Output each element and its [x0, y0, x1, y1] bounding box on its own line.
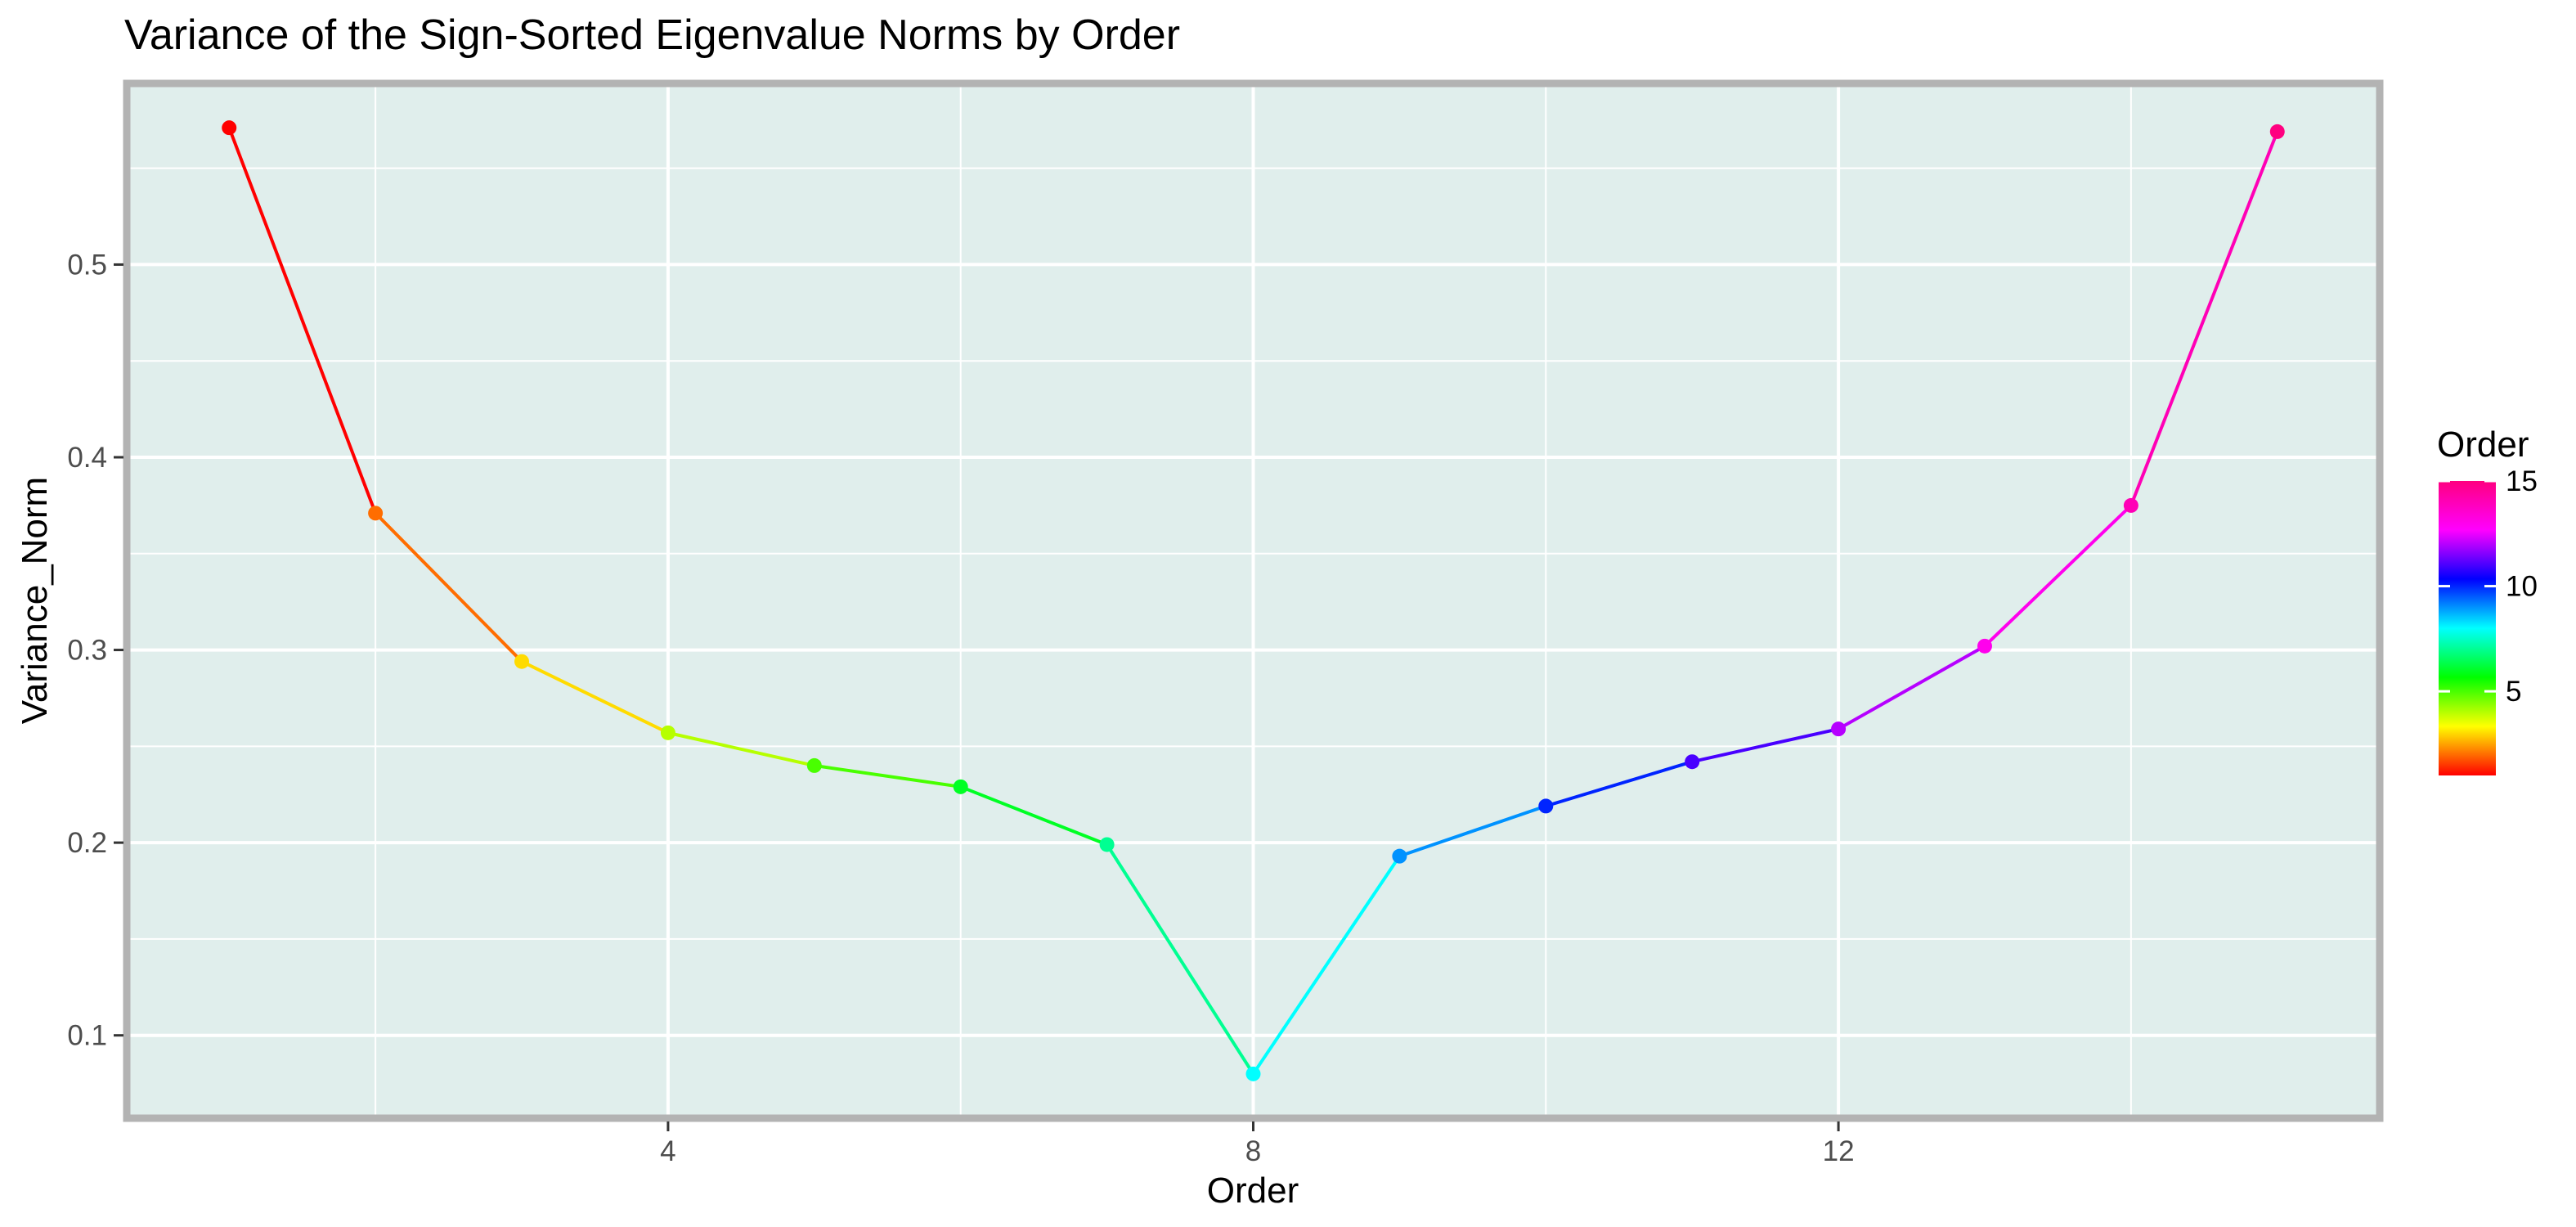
legend-colorbar — [2439, 481, 2496, 775]
data-point — [1977, 638, 1992, 654]
series-points — [222, 120, 2285, 1081]
line-segment — [374, 511, 524, 663]
line-segment — [1690, 727, 1841, 764]
data-point — [1831, 721, 1847, 737]
line-segment — [1105, 843, 1255, 1076]
plot-panel — [123, 79, 2384, 1122]
y-axis-title: Variance_Norm — [15, 477, 55, 724]
line-segment — [958, 784, 1109, 847]
data-point — [806, 757, 822, 773]
data-point — [1685, 754, 1700, 770]
data-point — [514, 654, 530, 669]
x-axis-title: Order — [1207, 1171, 1299, 1211]
y-tick-label: 0.4 — [67, 442, 107, 474]
line-segment — [1251, 854, 1402, 1076]
data-point — [1538, 798, 1554, 814]
x-axis: 4 8 12 — [660, 1121, 1855, 1167]
data-point — [953, 779, 968, 794]
legend-tick-label: 10 — [2506, 571, 2538, 603]
y-tick-label: 0.5 — [67, 249, 107, 281]
line-segment — [1837, 644, 1986, 731]
line-segment — [520, 659, 670, 735]
legend-ticks: 5 10 15 — [2439, 465, 2538, 708]
line-segment — [666, 730, 816, 767]
line-segment — [1544, 760, 1694, 808]
line-segment — [227, 126, 378, 515]
color-legend: Order 5 10 15 — [2437, 425, 2538, 775]
data-point — [1245, 1066, 1261, 1081]
x-tick-label: 8 — [1245, 1135, 1261, 1167]
series-line — [227, 126, 2279, 1076]
line-segment — [2129, 129, 2279, 507]
data-point — [368, 506, 384, 521]
grid-lines — [127, 83, 2380, 1118]
legend-title: Order — [2437, 425, 2529, 465]
line-segment — [1398, 804, 1548, 858]
y-tick-label: 0.3 — [67, 635, 107, 667]
data-point — [222, 120, 237, 136]
data-point — [2269, 124, 2285, 139]
data-point — [660, 725, 675, 740]
line-segment — [1982, 503, 2133, 648]
legend-tick-label: 15 — [2506, 465, 2538, 497]
y-tick-label: 0.2 — [67, 827, 107, 859]
y-tick-label: 0.1 — [67, 1020, 107, 1052]
panel-border — [123, 79, 2384, 1122]
data-point — [1392, 848, 1407, 864]
y-axis: 0.1 0.2 0.3 0.4 0.5 — [67, 249, 123, 1052]
legend-tick-label: 5 — [2506, 676, 2521, 708]
x-tick-label: 4 — [660, 1135, 675, 1167]
data-point — [2123, 497, 2138, 513]
x-tick-label: 12 — [1823, 1135, 1855, 1167]
data-point — [1099, 837, 1115, 852]
chart-title: Variance of the Sign-Sorted Eigenvalue N… — [124, 11, 1180, 59]
line-segment — [812, 763, 963, 789]
